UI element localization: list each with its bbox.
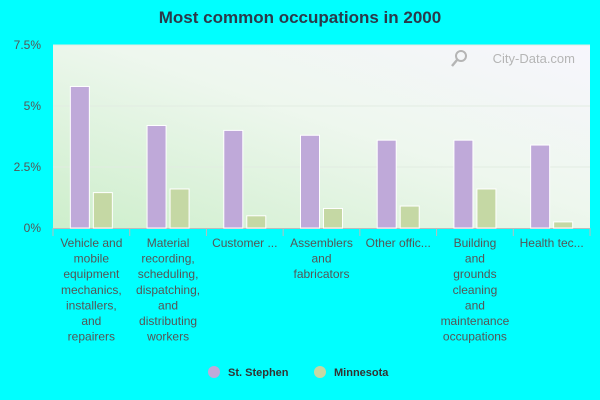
watermark-text: City-Data.com bbox=[493, 51, 575, 66]
legend-swatch bbox=[208, 366, 220, 378]
x-category-label: Material recording, scheduling, dispatching… bbox=[136, 236, 200, 344]
y-tick-label: 0% bbox=[24, 221, 42, 235]
bar-st-stephen bbox=[530, 144, 551, 229]
chart-title: Most common occupations in 2000 bbox=[158, 8, 442, 27]
bar-minnesota bbox=[169, 188, 190, 229]
y-tick-label: 5% bbox=[24, 99, 42, 113]
bar-minnesota bbox=[246, 215, 267, 229]
x-category-label: Vehicle and mobile equipment mechanics, inst… bbox=[60, 236, 122, 344]
legend-item: Minnesota bbox=[314, 366, 389, 379]
y-tick-label: 7.5% bbox=[14, 38, 42, 52]
bar-st-stephen bbox=[376, 139, 397, 229]
bar-minnesota bbox=[553, 221, 574, 229]
bar-minnesota bbox=[476, 188, 497, 229]
bar-minnesota bbox=[92, 192, 113, 229]
legend-label: St. Stephen bbox=[228, 367, 289, 379]
bar-st-stephen bbox=[453, 139, 474, 229]
magnifier-icon bbox=[451, 50, 467, 67]
legend-swatch bbox=[314, 366, 326, 378]
bar-st-stephen bbox=[69, 85, 90, 229]
legend-item: St. Stephen bbox=[208, 366, 289, 379]
bar-st-stephen bbox=[300, 134, 320, 229]
x-category-label: Assemblers and fabricators bbox=[290, 236, 353, 281]
x-category-label: Building and grounds cleaning and maintenance… bbox=[441, 236, 510, 344]
bar-minnesota bbox=[399, 205, 420, 229]
legend-label: Minnesota bbox=[334, 367, 389, 379]
bar-minnesota bbox=[323, 207, 343, 229]
x-category-label: Other offic... bbox=[366, 236, 431, 250]
x-category-label: Customer ... bbox=[212, 236, 277, 250]
bar-st-stephen bbox=[146, 125, 167, 229]
x-category-label: Health tec... bbox=[520, 236, 584, 250]
bar-st-stephen bbox=[223, 129, 244, 229]
y-tick-label: 2.5% bbox=[14, 160, 42, 174]
plot-area bbox=[53, 45, 590, 228]
